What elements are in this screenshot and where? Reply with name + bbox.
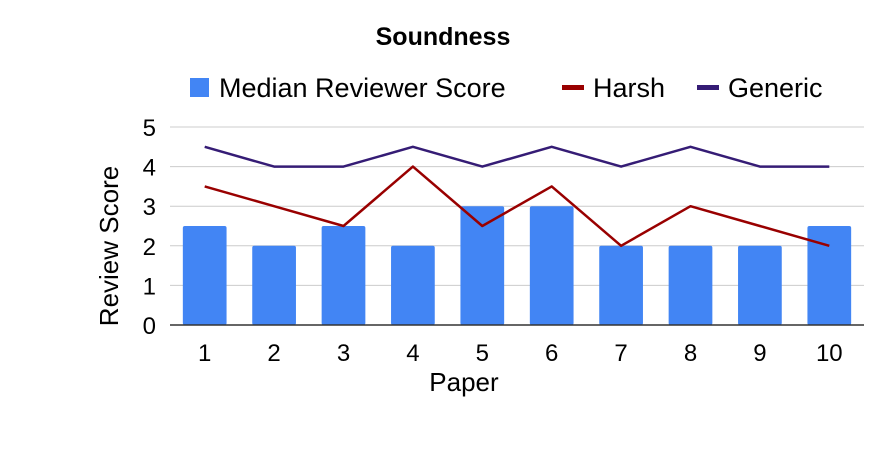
x-tick-label: 3 <box>337 340 350 367</box>
legend-swatch-harsh <box>562 85 584 90</box>
x-tick-label: 7 <box>614 340 627 367</box>
y-tick-label: 2 <box>143 234 156 261</box>
x-tick-label: 6 <box>545 340 558 367</box>
bar <box>668 245 713 325</box>
legend: Median Reviewer Score Harsh Generic <box>190 73 823 103</box>
series-lines <box>204 145 830 248</box>
bar <box>252 245 296 325</box>
legend-swatch-median <box>190 78 209 97</box>
legend-item-median: Median Reviewer Score <box>190 73 506 103</box>
legend-label-harsh: Harsh <box>593 73 665 103</box>
bar <box>738 245 782 325</box>
x-tick-label: 8 <box>684 340 697 367</box>
series-line-generic <box>204 145 830 168</box>
bar <box>321 226 366 325</box>
y-tick-label: 0 <box>143 313 156 340</box>
bar <box>807 226 852 325</box>
bar <box>460 206 505 325</box>
x-tick-label: 9 <box>753 340 766 367</box>
series-line-harsh <box>204 165 830 248</box>
y-tick-label: 1 <box>143 273 156 300</box>
bar <box>529 206 574 325</box>
x-axis-label: Paper <box>429 367 499 397</box>
y-axis-label: Review Score <box>94 166 124 326</box>
y-tick-label: 3 <box>143 194 156 221</box>
x-tick-label: 1 <box>198 340 211 367</box>
legend-item-generic: Generic <box>697 73 823 103</box>
x-tick-label: 2 <box>267 340 280 367</box>
chart-title: Soundness <box>376 23 511 51</box>
bar <box>391 245 435 325</box>
y-tick-labels: 0 1 2 3 4 5 <box>143 115 156 340</box>
legend-label-generic: Generic <box>728 73 823 103</box>
bars <box>182 206 852 325</box>
legend-item-harsh: Harsh <box>562 73 665 103</box>
x-tick-label: 4 <box>406 340 419 367</box>
y-tick-label: 4 <box>143 155 156 182</box>
x-tick-label: 5 <box>476 340 489 367</box>
legend-label-median: Median Reviewer Score <box>219 73 506 103</box>
legend-swatch-generic <box>697 85 719 90</box>
bar <box>182 226 227 325</box>
y-tick-label: 5 <box>143 115 156 142</box>
x-tick-label: 10 <box>816 340 843 367</box>
bar <box>599 245 643 325</box>
x-tick-labels: 1 2 3 4 5 6 7 8 9 10 <box>198 340 843 367</box>
